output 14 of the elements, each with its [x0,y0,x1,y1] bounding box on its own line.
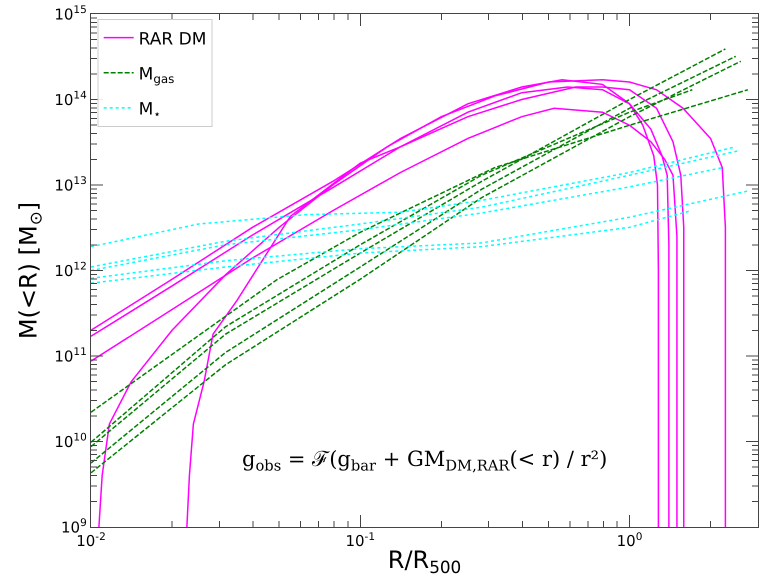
legend-label: M$_{⋆}$ [138,100,161,122]
y-tick-label: 10$^{13}$ [54,174,87,194]
annotation: g$_{obs}$ = ℱ(g$_{bar}$ + GM$_{DM,RAR}$(< r) / r²) [242,447,608,474]
y-tick-label: 10$^{15}$ [54,4,87,24]
x-tick-label: 10$^{-1}$ [345,530,376,550]
legend-label: RAR DM [138,29,206,50]
legend-label: M$_{gas}$ [138,64,174,86]
y-tick-label: 10$^{9}$ [61,516,87,536]
x-tick-label: 10$^{0}$ [616,530,642,550]
x-axis-title: R/R$_{500}$ [388,546,462,577]
y-tick-label: 10$^{12}$ [54,260,87,280]
y-tick-label: 10$^{11}$ [54,346,87,366]
y-tick-label: 10$^{14}$ [54,89,88,109]
y-tick-label: 10$^{10}$ [54,431,87,451]
